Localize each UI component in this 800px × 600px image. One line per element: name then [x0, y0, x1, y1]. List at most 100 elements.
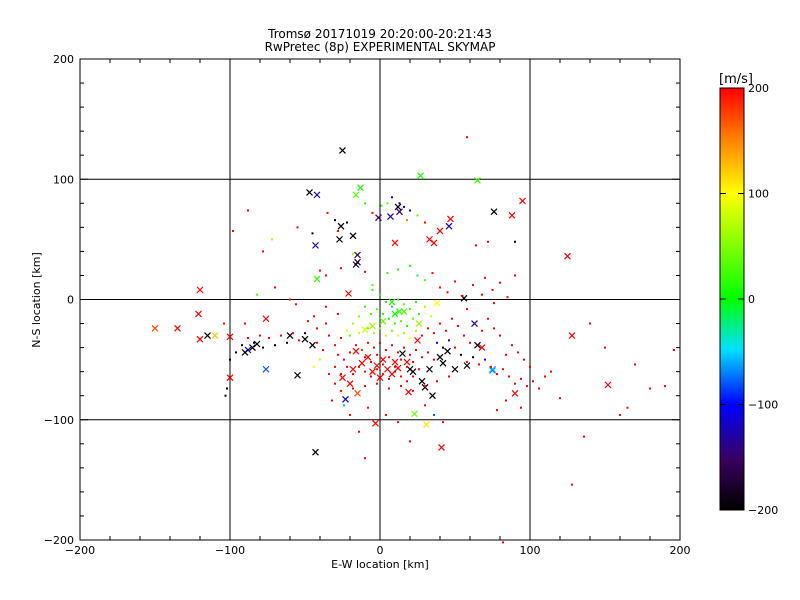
- y-axis-label: N-S location [km]: [30, 252, 43, 348]
- data-point-cross: [568, 332, 576, 339]
- data-point-cross: [403, 358, 411, 366]
- data-point-dot: [583, 435, 585, 438]
- data-point-cross: [262, 365, 270, 373]
- data-point-dot: [424, 279, 426, 282]
- data-point-cross: [471, 320, 478, 327]
- data-point-cross: [430, 239, 438, 247]
- data-point-dot: [544, 375, 546, 378]
- data-point-dot: [376, 382, 378, 385]
- data-point-dot: [289, 298, 291, 301]
- data-point-dot: [385, 334, 387, 337]
- data-point-dot: [274, 286, 276, 289]
- data-point-cross: [349, 232, 357, 240]
- data-point-dot: [508, 375, 510, 378]
- x-tick-label: −200: [65, 544, 95, 557]
- data-point-dot: [388, 377, 390, 380]
- data-point-dot: [370, 375, 372, 378]
- x-tick-label: 200: [670, 544, 691, 557]
- data-point-dot: [472, 284, 474, 287]
- data-point-cross: [249, 344, 256, 352]
- data-point-dot: [349, 351, 351, 354]
- data-point-dot: [496, 373, 498, 376]
- data-point-cross: [369, 368, 376, 376]
- data-point-dot: [367, 327, 369, 330]
- data-point-dot: [352, 373, 354, 376]
- data-point-dot: [388, 387, 390, 390]
- data-point-dot: [439, 322, 441, 325]
- data-point-dot: [442, 346, 444, 349]
- data-point-dot: [223, 322, 225, 325]
- data-point-cross: [312, 448, 319, 456]
- x-tick-label: −100: [215, 544, 245, 557]
- data-point-dot: [397, 268, 399, 271]
- data-point-dot: [424, 221, 426, 224]
- data-point-dot: [241, 344, 243, 347]
- data-point-dot: [370, 361, 372, 364]
- data-point-dot: [466, 136, 468, 139]
- data-point-dot: [391, 196, 393, 199]
- data-point-dot: [409, 264, 411, 267]
- data-point-dot: [313, 315, 315, 318]
- data-point-dot: [416, 274, 419, 277]
- data-point-cross: [391, 239, 399, 247]
- data-point-cross: [301, 335, 309, 343]
- data-point-cross: [415, 320, 423, 327]
- data-point-cross: [376, 374, 384, 382]
- data-point-dot: [376, 368, 378, 371]
- data-point-dot: [436, 380, 438, 383]
- data-point-dot: [626, 406, 629, 409]
- data-point-dot: [386, 202, 389, 205]
- data-point-dot: [352, 322, 354, 325]
- data-point-dot: [379, 341, 381, 344]
- colorbar-ticks: 200 100 0 −100 −200: [720, 82, 778, 517]
- data-point-dot: [386, 272, 389, 275]
- data-point-cross: [226, 374, 234, 382]
- y-tick-label: 100: [53, 173, 74, 186]
- data-point-dot: [304, 332, 306, 335]
- data-point-cross: [375, 214, 382, 222]
- data-point-cross: [226, 333, 234, 341]
- data-point-dot: [664, 385, 666, 388]
- data-point-dot: [400, 320, 402, 323]
- data-point-dot: [352, 387, 354, 390]
- data-point-dot: [262, 250, 264, 253]
- data-point-cross: [346, 380, 354, 388]
- data-point-dot: [295, 303, 297, 306]
- chart-subtitle: RwPretec (8p) EXPERIMENTAL SKYMAP: [265, 40, 496, 54]
- data-point-cross: [451, 365, 459, 373]
- data-point-dot: [421, 356, 423, 359]
- data-point-dot: [418, 368, 420, 371]
- data-point-dot: [280, 334, 282, 337]
- data-point-cross: [399, 350, 406, 358]
- data-point-dot: [412, 361, 414, 364]
- data-point-dot: [472, 356, 474, 359]
- data-point-dot: [409, 440, 411, 443]
- data-point-cross: [417, 172, 424, 180]
- data-point-dot: [466, 308, 468, 311]
- data-point-dot: [499, 281, 501, 284]
- data-point-cross: [445, 222, 453, 230]
- data-point-cross: [391, 310, 399, 318]
- data-point-dot: [526, 385, 528, 388]
- data-point-cross: [396, 208, 403, 216]
- data-point-dot: [502, 368, 504, 371]
- data-point-dot: [379, 327, 381, 330]
- y-tick-label: 0: [67, 294, 74, 307]
- data-point-cross: [312, 241, 319, 249]
- data-point-cross: [196, 286, 204, 294]
- data-point-dot: [391, 305, 393, 308]
- data-point-cross: [352, 261, 360, 269]
- data-point-cross: [352, 347, 360, 355]
- data-point-dot: [382, 312, 384, 315]
- data-point-dot: [397, 334, 399, 337]
- data-point-cross: [564, 252, 571, 260]
- data-point-dot: [439, 286, 441, 289]
- data-point-cross: [354, 389, 361, 397]
- data-point-dot: [418, 312, 420, 315]
- data-point-cross: [337, 222, 345, 230]
- data-point-dot: [514, 382, 516, 385]
- data-point-dot: [373, 346, 375, 349]
- data-point-dot: [481, 329, 483, 332]
- data-point-dot: [380, 204, 383, 207]
